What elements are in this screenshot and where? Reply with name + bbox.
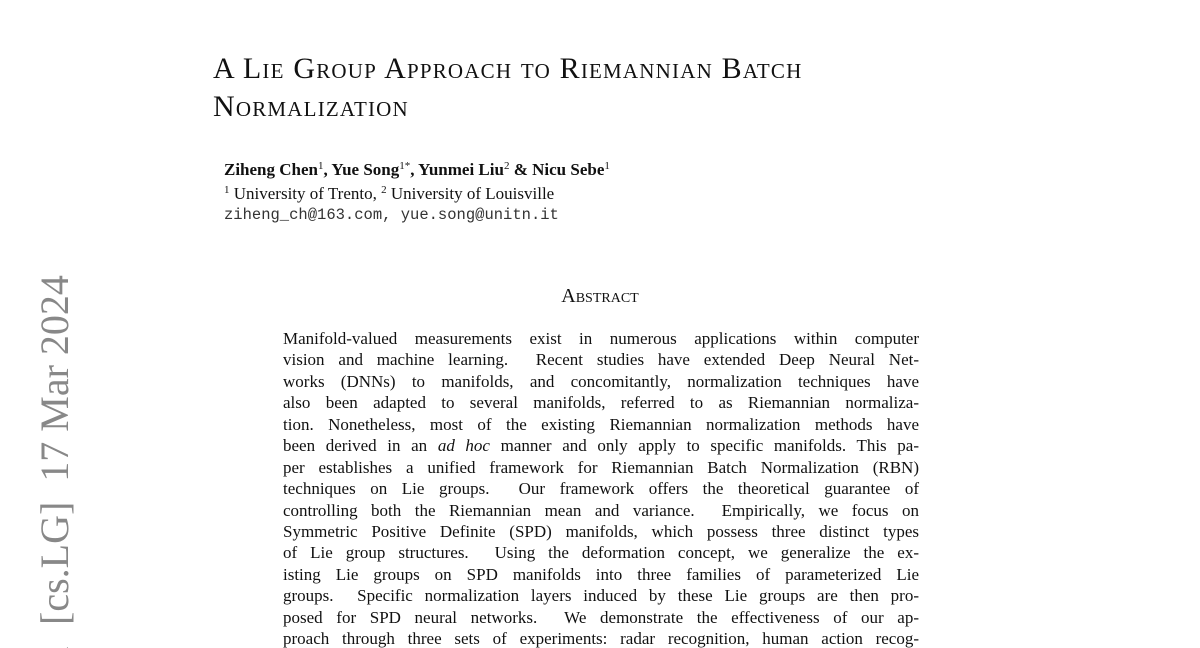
abstract-text: been derived in an xyxy=(283,436,438,456)
abstract-line: techniques on Lie groups. Our framework … xyxy=(283,479,919,499)
abstract-line: of Lie group structures. Using the defor… xyxy=(283,543,919,563)
title-line: A Lie Group Approach to Riemannian Batch xyxy=(213,52,803,85)
abstract-line: tion. Nonetheless, most of the existing … xyxy=(283,414,919,434)
abstract-line: vision and machine learning. Recent stud… xyxy=(283,350,919,370)
abstract-line: per establishes a unified framework for … xyxy=(283,457,919,477)
abstract-line: groups. Specific normalization layers in… xyxy=(283,586,919,606)
author-name: Ziheng Chen xyxy=(224,160,318,179)
author-affil-mark: 1 xyxy=(604,160,610,172)
title: A Lie Group Approach to Riemannian Batch… xyxy=(213,50,803,126)
abstract-text: manner and only apply to specific manifo… xyxy=(489,436,919,456)
abstract-line: isting Lie groups on SPD manifolds into … xyxy=(283,564,919,584)
affil-name: University of Trento, xyxy=(229,184,382,203)
author-name: & Nicu Sebe xyxy=(509,160,605,179)
authors: Ziheng Chen1, Yue Song1*, Yunmei Liu2 & … xyxy=(224,160,610,180)
emails: ziheng_ch@163.com, yue.song@unitn.it xyxy=(224,206,559,224)
abstract-line: posed for SPD neural networks. We demons… xyxy=(283,607,919,627)
affil-mark: 1 xyxy=(224,184,230,196)
author-affil-mark: 1* xyxy=(399,160,411,172)
affil-name: University of Louisville xyxy=(386,184,555,203)
abstract-line: controlling both the Riemannian mean and… xyxy=(283,500,919,520)
abstract-heading: Abstract xyxy=(561,285,639,307)
abstract-line: Symmetric Positive Definite (SPD) manifo… xyxy=(283,521,919,541)
author-name: , Yunmei Liu xyxy=(410,160,504,179)
abstract-line: Manifold-valued measurements exist in nu… xyxy=(283,329,919,348)
arxiv-stamp: 1 [cs.LG] 17 Mar 2024 xyxy=(32,275,77,648)
author-affil-mark: 2 xyxy=(503,160,510,172)
abstract-line: also been adapted to several manifolds, … xyxy=(283,393,919,413)
abstract-line: proach through three sets of experiments… xyxy=(283,629,919,648)
author-affil-mark: 1 xyxy=(318,160,324,172)
author-name: , Yue Song xyxy=(323,160,400,179)
abstract: Manifold-valued measurements exist in nu… xyxy=(283,328,919,648)
abstract-line: been derived in an ad hoc manner and onl… xyxy=(283,435,919,456)
affil-mark: 2 xyxy=(381,184,387,196)
title-line: Normalization xyxy=(213,90,409,123)
abstract-text: ad hoc xyxy=(437,436,490,456)
affiliations: 1 University of Trento, 2 University of … xyxy=(224,184,554,204)
abstract-line: works (DNNs) to manifolds, and concomita… xyxy=(283,371,919,391)
